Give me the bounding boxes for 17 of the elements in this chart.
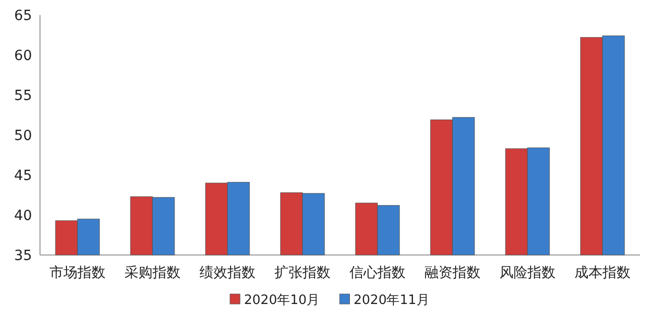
y-tick-label: 35 (14, 248, 32, 264)
x-tick-label: 信心指数 (350, 265, 406, 281)
x-tick-label: 融资指数 (424, 265, 480, 281)
x-tick-label: 扩张指数 (274, 265, 330, 281)
y-tick-label: 55 (14, 88, 32, 104)
y-tick-label: 40 (14, 208, 32, 224)
legend-label: 2020年10月 (244, 293, 320, 308)
y-tick-label: 65 (14, 8, 32, 24)
x-tick-label: 绩效指数 (200, 265, 256, 281)
x-tick-label: 市场指数 (50, 265, 106, 281)
y-tick-label: 60 (14, 48, 32, 64)
y-tick-label: 45 (14, 168, 32, 184)
y-tick-label: 50 (14, 128, 32, 144)
legend-label: 2020年11月 (354, 293, 430, 308)
x-tick-label: 风险指数 (500, 265, 556, 281)
x-tick-label: 成本指数 (574, 265, 630, 281)
x-tick-label: 采购指数 (124, 265, 180, 281)
